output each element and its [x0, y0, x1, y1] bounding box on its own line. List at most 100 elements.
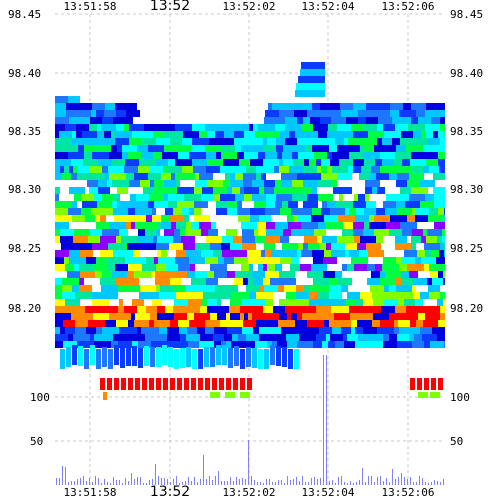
heatmap-cell	[433, 131, 438, 138]
heatmap-cell	[124, 124, 129, 131]
heatmap-cell	[259, 187, 264, 194]
heatmap-cell	[317, 236, 322, 243]
heatmap-cell	[411, 236, 421, 243]
heatmap-cell	[80, 299, 92, 306]
heatmap-cell	[191, 222, 199, 229]
heatmap-cell	[112, 159, 125, 166]
heatmap-cell	[298, 76, 325, 83]
heatmap-cell	[127, 271, 134, 278]
heatmap-cell	[160, 229, 164, 236]
heatmap-cell	[284, 285, 296, 292]
heatmap-cell	[263, 306, 273, 313]
heatmap-cell	[427, 278, 432, 285]
heatmap-cell	[363, 327, 377, 334]
heatmap-cell	[95, 138, 101, 145]
heatmap-cell	[84, 278, 100, 285]
volume-bar	[311, 478, 312, 485]
heatmap-cell	[363, 320, 372, 327]
heatmap-cell	[116, 320, 128, 327]
volume-bar	[317, 479, 318, 485]
volume-bar	[275, 482, 276, 485]
heatmap-cell	[67, 271, 80, 278]
heatmap-cell	[234, 257, 248, 264]
heatmap-cell	[77, 166, 90, 173]
volume-bar	[206, 479, 207, 485]
heatmap-cell	[363, 229, 374, 236]
heatmap-cell	[282, 264, 290, 271]
heatmap-cell	[139, 292, 144, 299]
heatmap-cell	[330, 159, 339, 166]
heatmap-cell	[316, 306, 331, 313]
heatmap-cell	[227, 271, 235, 278]
heatmap-cell	[218, 229, 226, 236]
heatmap-cell	[380, 166, 395, 173]
heatmap-cell	[77, 173, 90, 180]
volume-bar	[371, 476, 372, 485]
volume-bar	[251, 476, 252, 485]
heatmap-cell	[71, 138, 88, 145]
heatmap-cell	[119, 229, 128, 236]
heatmap-cell	[312, 250, 324, 257]
heatmap-cell	[257, 222, 266, 229]
heatmap-cell	[198, 378, 203, 390]
volume-bar	[107, 482, 108, 485]
heatmap-cell	[368, 250, 384, 257]
heatmap-cell	[170, 320, 178, 327]
volume-bar	[170, 482, 171, 485]
heatmap-cell	[161, 341, 175, 348]
heatmap-cell	[311, 187, 317, 194]
heatmap-cell	[418, 117, 431, 124]
heatmap-cell	[104, 131, 111, 138]
heatmap-cell	[344, 138, 348, 145]
heatmap-cell	[242, 166, 246, 173]
heatmap-cell	[250, 215, 259, 222]
heatmap-cell	[246, 347, 251, 367]
heatmap-cell	[425, 124, 440, 131]
heatmap-cell	[286, 187, 296, 194]
heatmap-cell	[66, 110, 81, 117]
heatmap-cell	[431, 110, 439, 117]
heatmap-cell	[221, 145, 235, 152]
heatmap-cell	[344, 341, 355, 348]
heatmap-cell	[195, 264, 210, 271]
heatmap-cell	[176, 180, 180, 187]
heatmap-cell	[328, 124, 337, 131]
heatmap-cell	[192, 124, 205, 131]
heatmap-cell	[321, 299, 330, 306]
heatmap-cell	[323, 257, 337, 264]
heatmap-cell	[364, 159, 375, 166]
heatmap-cell	[247, 250, 261, 257]
heatmap-cell	[260, 285, 264, 292]
heatmap-cell	[164, 131, 179, 138]
heatmap-cell	[111, 131, 115, 138]
heatmap-cell	[156, 347, 161, 367]
heatmap-cell	[396, 278, 401, 285]
heatmap-cell	[175, 124, 192, 131]
heatmap-cell	[230, 173, 235, 180]
heatmap-cell	[319, 243, 326, 250]
volume-bar	[152, 479, 153, 485]
heatmap-cell	[307, 110, 319, 117]
heatmap-cell	[73, 236, 88, 243]
heatmap-cell	[264, 243, 275, 250]
heatmap-cell	[416, 110, 425, 117]
heatmap-cell	[246, 138, 263, 145]
heatmap-cell	[225, 173, 230, 180]
x-tick-label: 13:52:02	[223, 486, 276, 499]
heatmap-cell	[259, 215, 271, 222]
heatmap-cell	[374, 145, 390, 152]
heatmap-cell	[137, 131, 153, 138]
heatmap-cell	[73, 334, 90, 341]
heatmap-cell	[102, 229, 119, 236]
heatmap-cell	[152, 299, 162, 306]
heatmap-cell	[401, 292, 413, 299]
heatmap-cell	[430, 392, 440, 398]
volume-bar	[215, 476, 216, 485]
heatmap-cell	[100, 236, 116, 243]
heatmap-cell	[254, 201, 266, 208]
heatmap-cell	[140, 285, 156, 292]
heatmap-cell	[389, 285, 396, 292]
volume-bar	[263, 483, 264, 485]
heatmap-cell	[264, 349, 269, 369]
heatmap-cell	[407, 264, 424, 271]
